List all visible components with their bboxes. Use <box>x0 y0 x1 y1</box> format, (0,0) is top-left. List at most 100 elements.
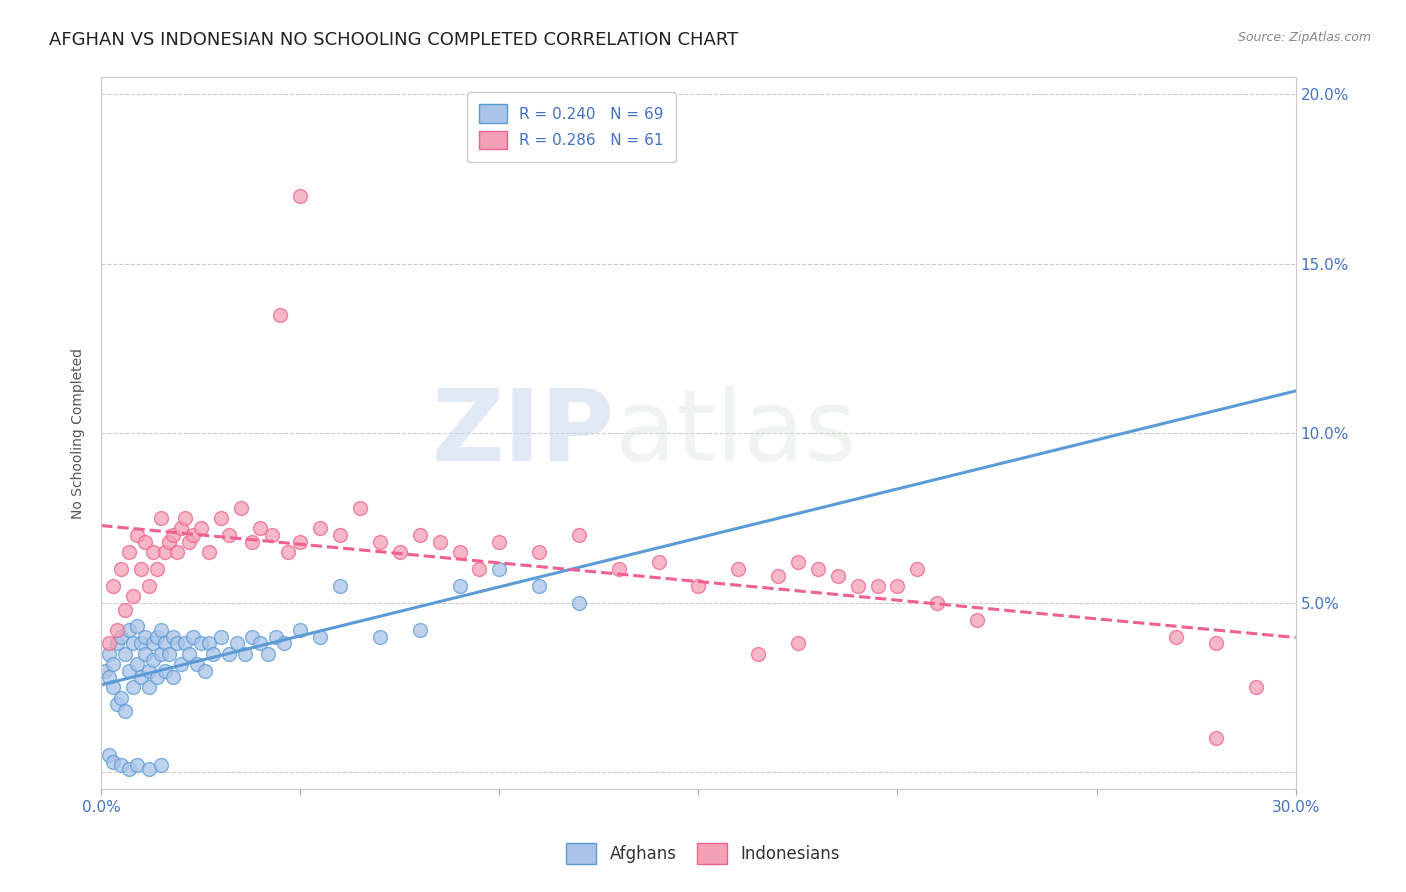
Point <box>129 636 152 650</box>
Point <box>162 630 184 644</box>
Point <box>125 528 148 542</box>
Point <box>905 562 928 576</box>
Point <box>101 657 124 671</box>
Point <box>105 698 128 712</box>
Point <box>688 579 710 593</box>
Point <box>273 636 295 650</box>
Point <box>218 528 240 542</box>
Point <box>766 568 789 582</box>
Point <box>110 562 132 576</box>
Point <box>162 528 184 542</box>
Text: AFGHAN VS INDONESIAN NO SCHOOLING COMPLETED CORRELATION CHART: AFGHAN VS INDONESIAN NO SCHOOLING COMPLE… <box>49 31 738 49</box>
Point <box>368 630 391 644</box>
Point <box>173 511 195 525</box>
Point <box>190 521 212 535</box>
Point <box>149 511 172 525</box>
Point <box>209 511 232 525</box>
Point <box>177 534 200 549</box>
Point <box>153 664 176 678</box>
Point <box>181 630 204 644</box>
Point <box>197 636 219 650</box>
Point <box>527 545 550 559</box>
Point <box>94 664 117 678</box>
Point <box>105 623 128 637</box>
Point <box>118 664 141 678</box>
Point <box>149 623 172 637</box>
Point <box>807 562 830 576</box>
Point <box>468 562 491 576</box>
Point <box>98 636 121 650</box>
Point <box>409 623 432 637</box>
Point <box>153 545 176 559</box>
Text: atlas: atlas <box>614 384 856 482</box>
Point <box>134 647 156 661</box>
Point <box>114 602 136 616</box>
Point <box>429 534 451 549</box>
Point <box>173 636 195 650</box>
Point <box>1205 636 1227 650</box>
Point <box>181 528 204 542</box>
Point <box>125 619 148 633</box>
Point <box>309 630 332 644</box>
Point <box>290 189 312 203</box>
Point <box>388 545 411 559</box>
Point <box>157 534 180 549</box>
Point <box>827 568 849 582</box>
Point <box>449 579 471 593</box>
Point <box>866 579 889 593</box>
Point <box>170 657 193 671</box>
Legend: R = 0.240   N = 69, R = 0.286   N = 61: R = 0.240 N = 69, R = 0.286 N = 61 <box>467 92 676 161</box>
Point <box>146 630 169 644</box>
Point <box>197 545 219 559</box>
Text: Source: ZipAtlas.com: Source: ZipAtlas.com <box>1237 31 1371 45</box>
Point <box>242 630 264 644</box>
Point <box>118 623 141 637</box>
Point <box>262 528 284 542</box>
Point <box>122 681 145 695</box>
Point <box>269 308 291 322</box>
Point <box>607 562 630 576</box>
Point <box>290 623 312 637</box>
Point <box>142 636 165 650</box>
Point <box>209 630 232 644</box>
Point <box>1166 630 1188 644</box>
Point <box>409 528 432 542</box>
Point <box>266 630 288 644</box>
Point <box>129 562 152 576</box>
Point <box>166 636 188 650</box>
Point <box>138 681 160 695</box>
Point <box>146 562 169 576</box>
Point <box>110 690 132 705</box>
Point <box>142 545 165 559</box>
Point <box>125 758 148 772</box>
Point <box>98 748 121 763</box>
Point <box>122 636 145 650</box>
Point <box>170 521 193 535</box>
Point <box>134 534 156 549</box>
Point <box>229 500 252 515</box>
Point <box>146 670 169 684</box>
Point <box>118 545 141 559</box>
Point <box>568 596 591 610</box>
Point <box>257 647 280 661</box>
Point <box>138 579 160 593</box>
Point <box>727 562 749 576</box>
Point <box>787 636 810 650</box>
Point <box>129 670 152 684</box>
Point <box>1205 731 1227 746</box>
Point <box>225 636 247 650</box>
Point <box>449 545 471 559</box>
Point <box>233 647 256 661</box>
Point <box>568 528 591 542</box>
Point <box>349 500 371 515</box>
Point <box>177 647 200 661</box>
Point <box>149 758 172 772</box>
Point <box>368 534 391 549</box>
Point <box>162 670 184 684</box>
Point <box>157 647 180 661</box>
Point <box>488 534 510 549</box>
Point <box>966 613 988 627</box>
Point <box>138 664 160 678</box>
Point <box>309 521 332 535</box>
Point <box>201 647 224 661</box>
